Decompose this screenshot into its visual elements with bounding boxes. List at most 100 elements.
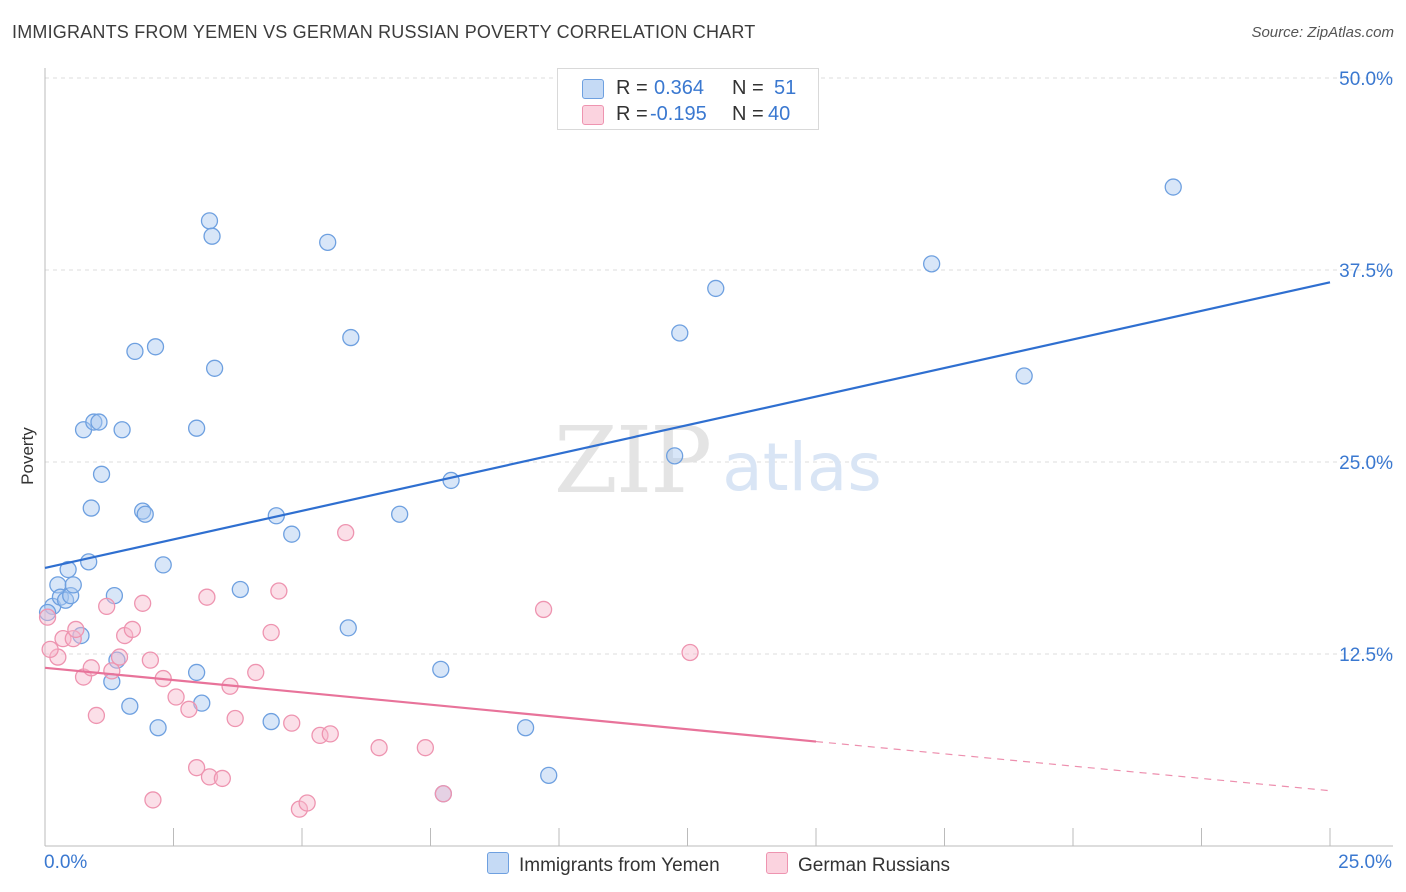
yemen-point (149, 719, 167, 737)
german-russian-point (370, 739, 388, 757)
german-russian-point (534, 600, 553, 619)
yemen-point (262, 712, 280, 731)
yemen-trend-line (44, 281, 1331, 570)
yemen-point (671, 324, 689, 342)
german-russian-trend-extension (815, 740, 1331, 792)
german-russian-point (141, 651, 160, 669)
yemen-point (342, 328, 360, 347)
german-russian-point (321, 725, 339, 743)
legend-item-german-russians: German Russians (766, 852, 950, 877)
legend-n-label: N = (732, 77, 764, 99)
german-russian-point (247, 663, 265, 682)
yemen-point (187, 419, 206, 437)
axes (44, 68, 1393, 847)
german-russian-point (416, 739, 435, 757)
german-russian-point (270, 582, 288, 600)
yemen-point (319, 233, 337, 252)
yemen-point (283, 525, 301, 543)
legend-item-yemen: Immigrants from Yemen (487, 852, 720, 877)
yemen-point (205, 359, 224, 377)
chart-title: IMMIGRANTS FROM YEMEN VS GERMAN RUSSIAN … (12, 22, 756, 42)
german-russian-point (337, 524, 355, 542)
yemen-point (108, 651, 126, 669)
german-russian-point (298, 794, 316, 812)
legend-swatch-german-russians (582, 105, 604, 125)
german-russian-point (98, 597, 116, 616)
y-tick-label: 50.0% (1339, 69, 1393, 90)
yemen-point (126, 342, 144, 361)
x-tick-label-max: 25.0% (1338, 852, 1392, 873)
legend-swatch-yemen (582, 79, 604, 99)
legend-label-yemen: Immigrants from Yemen (519, 855, 720, 876)
y-tick-label: 12.5% (1339, 645, 1393, 666)
german-russian-point (198, 588, 216, 606)
german-russian-trend-line (44, 666, 817, 743)
german-russian-point (134, 594, 152, 612)
yemen-point (516, 719, 535, 737)
x-tick-label-min: 0.0% (44, 852, 88, 873)
german-russian-point (144, 791, 162, 809)
legend-r-label: R = (616, 77, 648, 99)
german-russian-point (110, 648, 129, 666)
yemen-point (62, 586, 80, 605)
yemen-point (231, 580, 249, 599)
yemen-point (59, 560, 77, 579)
watermark-atlas: atlas (722, 429, 882, 506)
german-russian-point (283, 714, 301, 732)
legend-swatch-german-russians (766, 852, 788, 874)
legend-n-value: 51 (774, 77, 797, 99)
y-tick-labels: 12.5% 25.0% 37.5% 50.0% (1339, 69, 1393, 666)
yemen-point (432, 660, 450, 679)
yemen-point (200, 212, 219, 230)
german-russian-point (67, 620, 85, 639)
german-russian-point (87, 706, 106, 725)
german-russian-point (123, 620, 142, 639)
legend-n-value: 40 (768, 103, 791, 125)
yemen-point (442, 471, 460, 490)
source-credit: Source: ZipAtlas.com (1251, 24, 1394, 41)
legend-n-label: N = (732, 103, 764, 125)
yemen-point (121, 697, 139, 715)
yemen-point (134, 502, 152, 520)
yemen-point (707, 279, 725, 298)
legend-label-german-russians: German Russians (798, 855, 951, 876)
gridlines (45, 77, 1393, 655)
yemen-point (154, 556, 172, 574)
german-russian-point (200, 768, 219, 786)
yemen-point (1164, 178, 1182, 196)
german-russian-point (187, 759, 206, 777)
german-russian-point (434, 785, 453, 803)
german-russian-point (213, 769, 231, 788)
legend-r-label: R = (616, 103, 648, 125)
german-russian-point (41, 640, 59, 659)
trend-lines (44, 281, 1331, 792)
yemen-point (1015, 367, 1033, 385)
y-tick-label: 25.0% (1339, 453, 1393, 474)
legend-r-value: -0.195 (650, 103, 707, 125)
yemen-point (38, 603, 57, 622)
german-russian-point (226, 709, 244, 728)
yemen-point (92, 465, 111, 483)
german-russian-point (681, 643, 699, 662)
yemen-point (391, 505, 409, 523)
yemen-point (56, 591, 75, 609)
watermark-zip: ZIP (554, 407, 710, 514)
yemen-point (113, 421, 131, 439)
yemen-point (85, 413, 103, 431)
yemen-point (187, 663, 206, 682)
legend-swatch-yemen (487, 852, 509, 874)
yemen-point (339, 619, 357, 637)
yemen-point (540, 766, 558, 784)
legend-r-value: 0.364 (654, 77, 705, 99)
yemen-point (64, 576, 82, 594)
yemen-point (90, 413, 108, 431)
german-russian-point (180, 700, 198, 718)
correlation-legend: R = 0.364 N = 51 R = -0.195 N = 40 (557, 68, 819, 130)
yemen-point (136, 505, 154, 523)
data-points (38, 178, 1182, 818)
german-russian-point (262, 623, 280, 642)
yemen-point (82, 499, 100, 517)
yemen-point (666, 447, 684, 465)
german-russian-point (38, 608, 57, 626)
y-tick-label: 37.5% (1339, 261, 1393, 282)
